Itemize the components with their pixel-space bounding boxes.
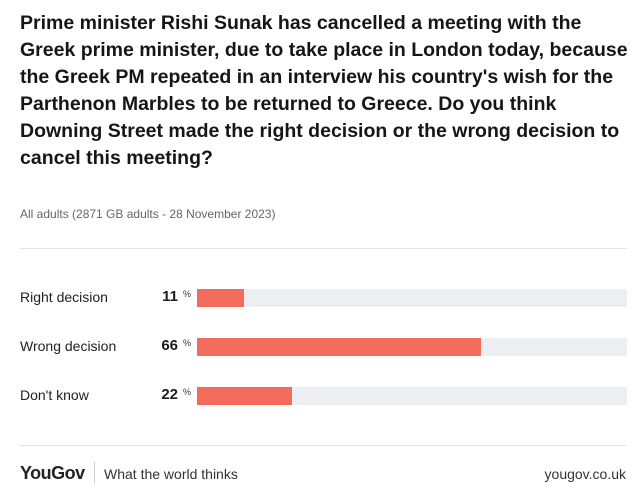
value-label: 11: [162, 288, 178, 305]
percent-sign: %: [183, 289, 192, 299]
value-label: 22: [161, 386, 178, 403]
chart-row: Right decision 11%: [0, 288, 640, 308]
chart-row: Don't know 22%: [0, 386, 640, 406]
chart-row: Wrong decision 66%: [0, 337, 640, 357]
percent-sign: %: [183, 387, 192, 397]
category-label: Wrong decision: [20, 338, 117, 354]
percent-sign: %: [183, 338, 192, 348]
category-label: Don't know: [20, 387, 89, 403]
site-link[interactable]: yougov.co.uk: [544, 466, 626, 482]
category-label: Right decision: [20, 289, 108, 305]
bottom-divider: [20, 445, 627, 446]
bar: [197, 289, 244, 307]
bar-track: [197, 387, 627, 405]
question-title: Prime minister Rishi Sunak has cancelled…: [20, 12, 628, 169]
tagline: What the world thinks: [104, 466, 238, 482]
bar-track: [197, 338, 627, 356]
bar: [197, 387, 292, 405]
sample-info: All adults (2871 GB adults - 28 November…: [20, 207, 276, 221]
footer: YouGov What the world thinks yougov.co.u…: [0, 458, 640, 488]
footer-divider: [94, 462, 95, 484]
bar-track: [197, 289, 627, 307]
bar: [197, 338, 481, 356]
yougov-logo: YouGov: [20, 463, 85, 483]
top-divider: [20, 248, 627, 249]
value-label: 66: [161, 337, 178, 354]
